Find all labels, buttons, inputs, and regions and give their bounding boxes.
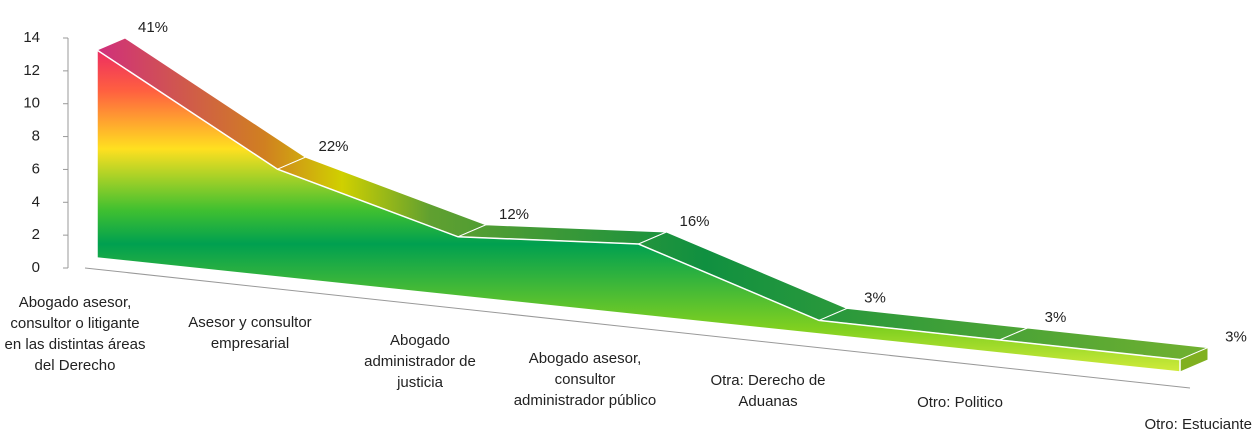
x-tick-label: Otra: Derecho de Aduanas (710, 372, 826, 410)
y-tick-label: 8 (32, 128, 40, 145)
y-tick-label: 4 (32, 193, 40, 210)
data-label: 3% (1225, 329, 1247, 346)
area-front (96, 48, 1181, 373)
x-tick-label: Abogado asesor, consultor administrador … (513, 350, 657, 409)
y-tick-label: 0 (32, 259, 40, 276)
y-tick-label: 6 (32, 160, 40, 177)
data-label: 22% (318, 138, 348, 155)
x-tick-label: Asesor y consultor empresarial (188, 314, 312, 352)
y-tick-label: 2 (32, 226, 40, 243)
data-label: 3% (1045, 309, 1067, 326)
y-tick-label: 14 (23, 29, 40, 46)
data-label: 12% (499, 206, 529, 223)
x-tick-label: Otro: Politico (917, 394, 1003, 411)
x-tick-label: Abogado administrador de justicia (364, 332, 476, 391)
data-label: 16% (679, 213, 709, 230)
x-tick-label: Abogado asesor, consultor o litigante en… (4, 294, 146, 374)
data-label: 3% (864, 289, 886, 306)
x-tick-label: Otro: Estuciante (1144, 416, 1252, 433)
data-label: 41% (138, 19, 168, 36)
y-tick-label: 10 (23, 95, 40, 112)
floor-line (84, 267, 1191, 389)
y-tick-label: 12 (23, 62, 40, 79)
